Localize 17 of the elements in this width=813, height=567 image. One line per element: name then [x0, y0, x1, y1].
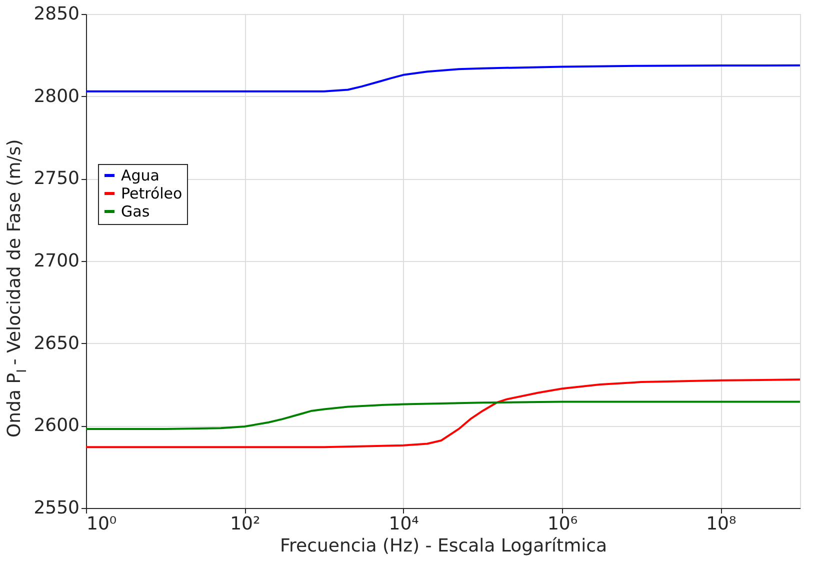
y-tick-label: 2750 [34, 168, 80, 190]
y-tick-label: 2550 [34, 498, 80, 518]
x-tick-label: 10⁸ [706, 514, 736, 534]
x-tick-label: 10⁴ [388, 514, 419, 534]
x-axis-title: Frecuencia (Hz) - Escala Logarítmica [280, 536, 608, 556]
y-tick-label: 2700 [34, 250, 80, 272]
x-tick-label: 10⁶ [547, 514, 578, 534]
legend-label: Gas [121, 202, 150, 220]
y-tick-label: 2850 [34, 4, 80, 24]
x-tick-label: 10⁰ [86, 514, 117, 534]
x-tick-label: 10² [230, 514, 260, 534]
y-tick-label: 2650 [34, 332, 80, 354]
y-tick-label: 2600 [34, 415, 80, 436]
legend-label: Agua [121, 166, 160, 184]
legend-label: Petróleo [121, 184, 182, 202]
y-tick-label: 2800 [34, 86, 80, 107]
y-axis-title: Onda PI - Velocidad de Fase (m/s) [4, 139, 30, 438]
